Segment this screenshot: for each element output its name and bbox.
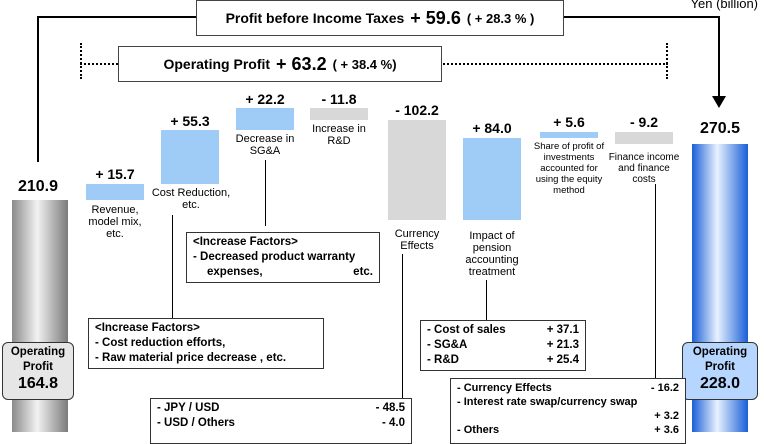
sga-factor-title: <Increase Factors> <box>193 236 298 248</box>
start-badge-value: 164.8 <box>17 375 59 392</box>
step-value-finance: - 9.2 <box>629 114 658 130</box>
sga-factor-box: <Increase Factors> - Decreased product w… <box>186 232 380 283</box>
bar-sga <box>236 108 294 130</box>
cost-factor-box: <Increase Factors> - Cost reduction effo… <box>88 318 324 369</box>
step-label-revenue: Revenue, model mix, etc. <box>88 204 142 240</box>
pbit-right-vertical <box>718 16 720 100</box>
bar-rnd <box>310 108 368 120</box>
currency-row: - JPY / USD - 48.5 <box>157 402 405 414</box>
step-value-equity: + 5.6 <box>553 114 585 130</box>
step-label-equity: Share of profit of investments accounted… <box>533 141 605 196</box>
sga-factor-line1: - Decreased product warranty <box>193 251 356 263</box>
pension-row: - R&D + 25.4 <box>427 354 579 366</box>
op-dotted-left-end <box>80 43 82 79</box>
leader-finance <box>655 184 656 382</box>
step-label-finance: Finance income and finance costs <box>608 152 680 185</box>
pension-row: - SG&A + 21.3 <box>427 339 579 351</box>
bar-finance <box>615 132 673 144</box>
bar-revenue <box>86 184 144 200</box>
end-top-value: 270.5 <box>699 120 741 137</box>
step-label-cost: Cost Reduction, etc. <box>151 187 231 211</box>
unit-label: Yen (billion) <box>690 0 758 11</box>
arrow-down-icon <box>712 96 726 108</box>
step-label-sga: Decrease in SG&A <box>235 133 295 157</box>
op-dotted-right-end <box>666 43 668 79</box>
pbit-right-line <box>562 16 720 18</box>
pbit-box: Profit before Income Taxes + 59.6 ( + 28… <box>196 0 564 36</box>
bar-currency <box>388 120 446 220</box>
end-badge: Operating Profit 228.0 <box>682 342 758 400</box>
end-badge-label: Operating Profit <box>692 346 748 373</box>
start-badge-label: Operating Profit <box>10 346 66 373</box>
bar-pension <box>463 138 521 220</box>
start-top-value: 210.9 <box>17 178 59 195</box>
leader-cost <box>172 215 173 318</box>
step-value-sga: + 22.2 <box>245 91 285 107</box>
step-value-rnd: - 11.8 <box>321 91 357 107</box>
cost-factor-title: <Increase Factors> <box>95 322 200 334</box>
finance-row: - Currency Effects - 16.2 <box>457 382 679 394</box>
finance-row: - Others + 3.6 <box>457 424 679 436</box>
finance-row: + 3.2 <box>654 410 679 422</box>
pension-row: - Cost of sales + 37.1 <box>427 324 579 336</box>
op-dotted-right <box>440 63 668 65</box>
pbit-left-line <box>37 16 197 18</box>
pbit-value: + 59.6 <box>410 7 461 28</box>
bar-cost-reduction <box>161 130 219 184</box>
pension-box: - Cost of sales + 37.1 - SG&A + 21.3 - R&D… <box>420 320 586 371</box>
step-label-rnd: Increase in R&D <box>312 123 366 147</box>
leader-pension <box>486 280 487 320</box>
bar-equity <box>540 132 598 138</box>
cost-factor-line2: - Raw material price decrease , etc. <box>95 352 287 364</box>
op-value: + 63.2 <box>276 53 327 74</box>
currency-row: - USD / Others - 4.0 <box>157 417 405 429</box>
pbit-label: Profit before Income Taxes <box>225 10 405 26</box>
op-dotted-left <box>80 63 118 65</box>
finance-row: - Interest rate swap/currency swap <box>457 396 638 408</box>
op-box: Operating Profit + 63.2 ( + 38.4 %) <box>118 46 442 82</box>
op-pct: ( + 38.4 %) <box>332 56 397 72</box>
cost-factor-line1: - Cost reduction efforts, <box>95 337 226 349</box>
leader-currency <box>402 254 403 400</box>
step-value-cost: + 55.3 <box>170 113 210 129</box>
finance-box: - Currency Effects - 16.2 - Interest rate… <box>450 378 686 444</box>
leader-sga <box>265 160 266 226</box>
step-label-pension: Impact of pension accounting treatment <box>465 230 519 278</box>
sga-factor-line2b: etc. <box>353 266 373 278</box>
currency-box: - JPY / USD - 48.5 - USD / Others - 4.0 <box>150 398 412 444</box>
start-badge: Operating Profit 164.8 <box>2 342 74 400</box>
sga-factor-line2a: expenses, <box>207 266 263 278</box>
step-label-currency: Currency Effects <box>394 228 440 252</box>
step-value-currency: - 102.2 <box>395 102 439 118</box>
step-value-pension: + 84.0 <box>472 120 512 136</box>
step-value-revenue: + 15.7 <box>95 166 135 182</box>
pbit-left-vertical <box>37 16 39 162</box>
op-label: Operating Profit <box>163 56 271 72</box>
end-badge-value: 228.0 <box>699 375 741 392</box>
pbit-pct: ( + 28.3 % ) <box>466 10 535 26</box>
